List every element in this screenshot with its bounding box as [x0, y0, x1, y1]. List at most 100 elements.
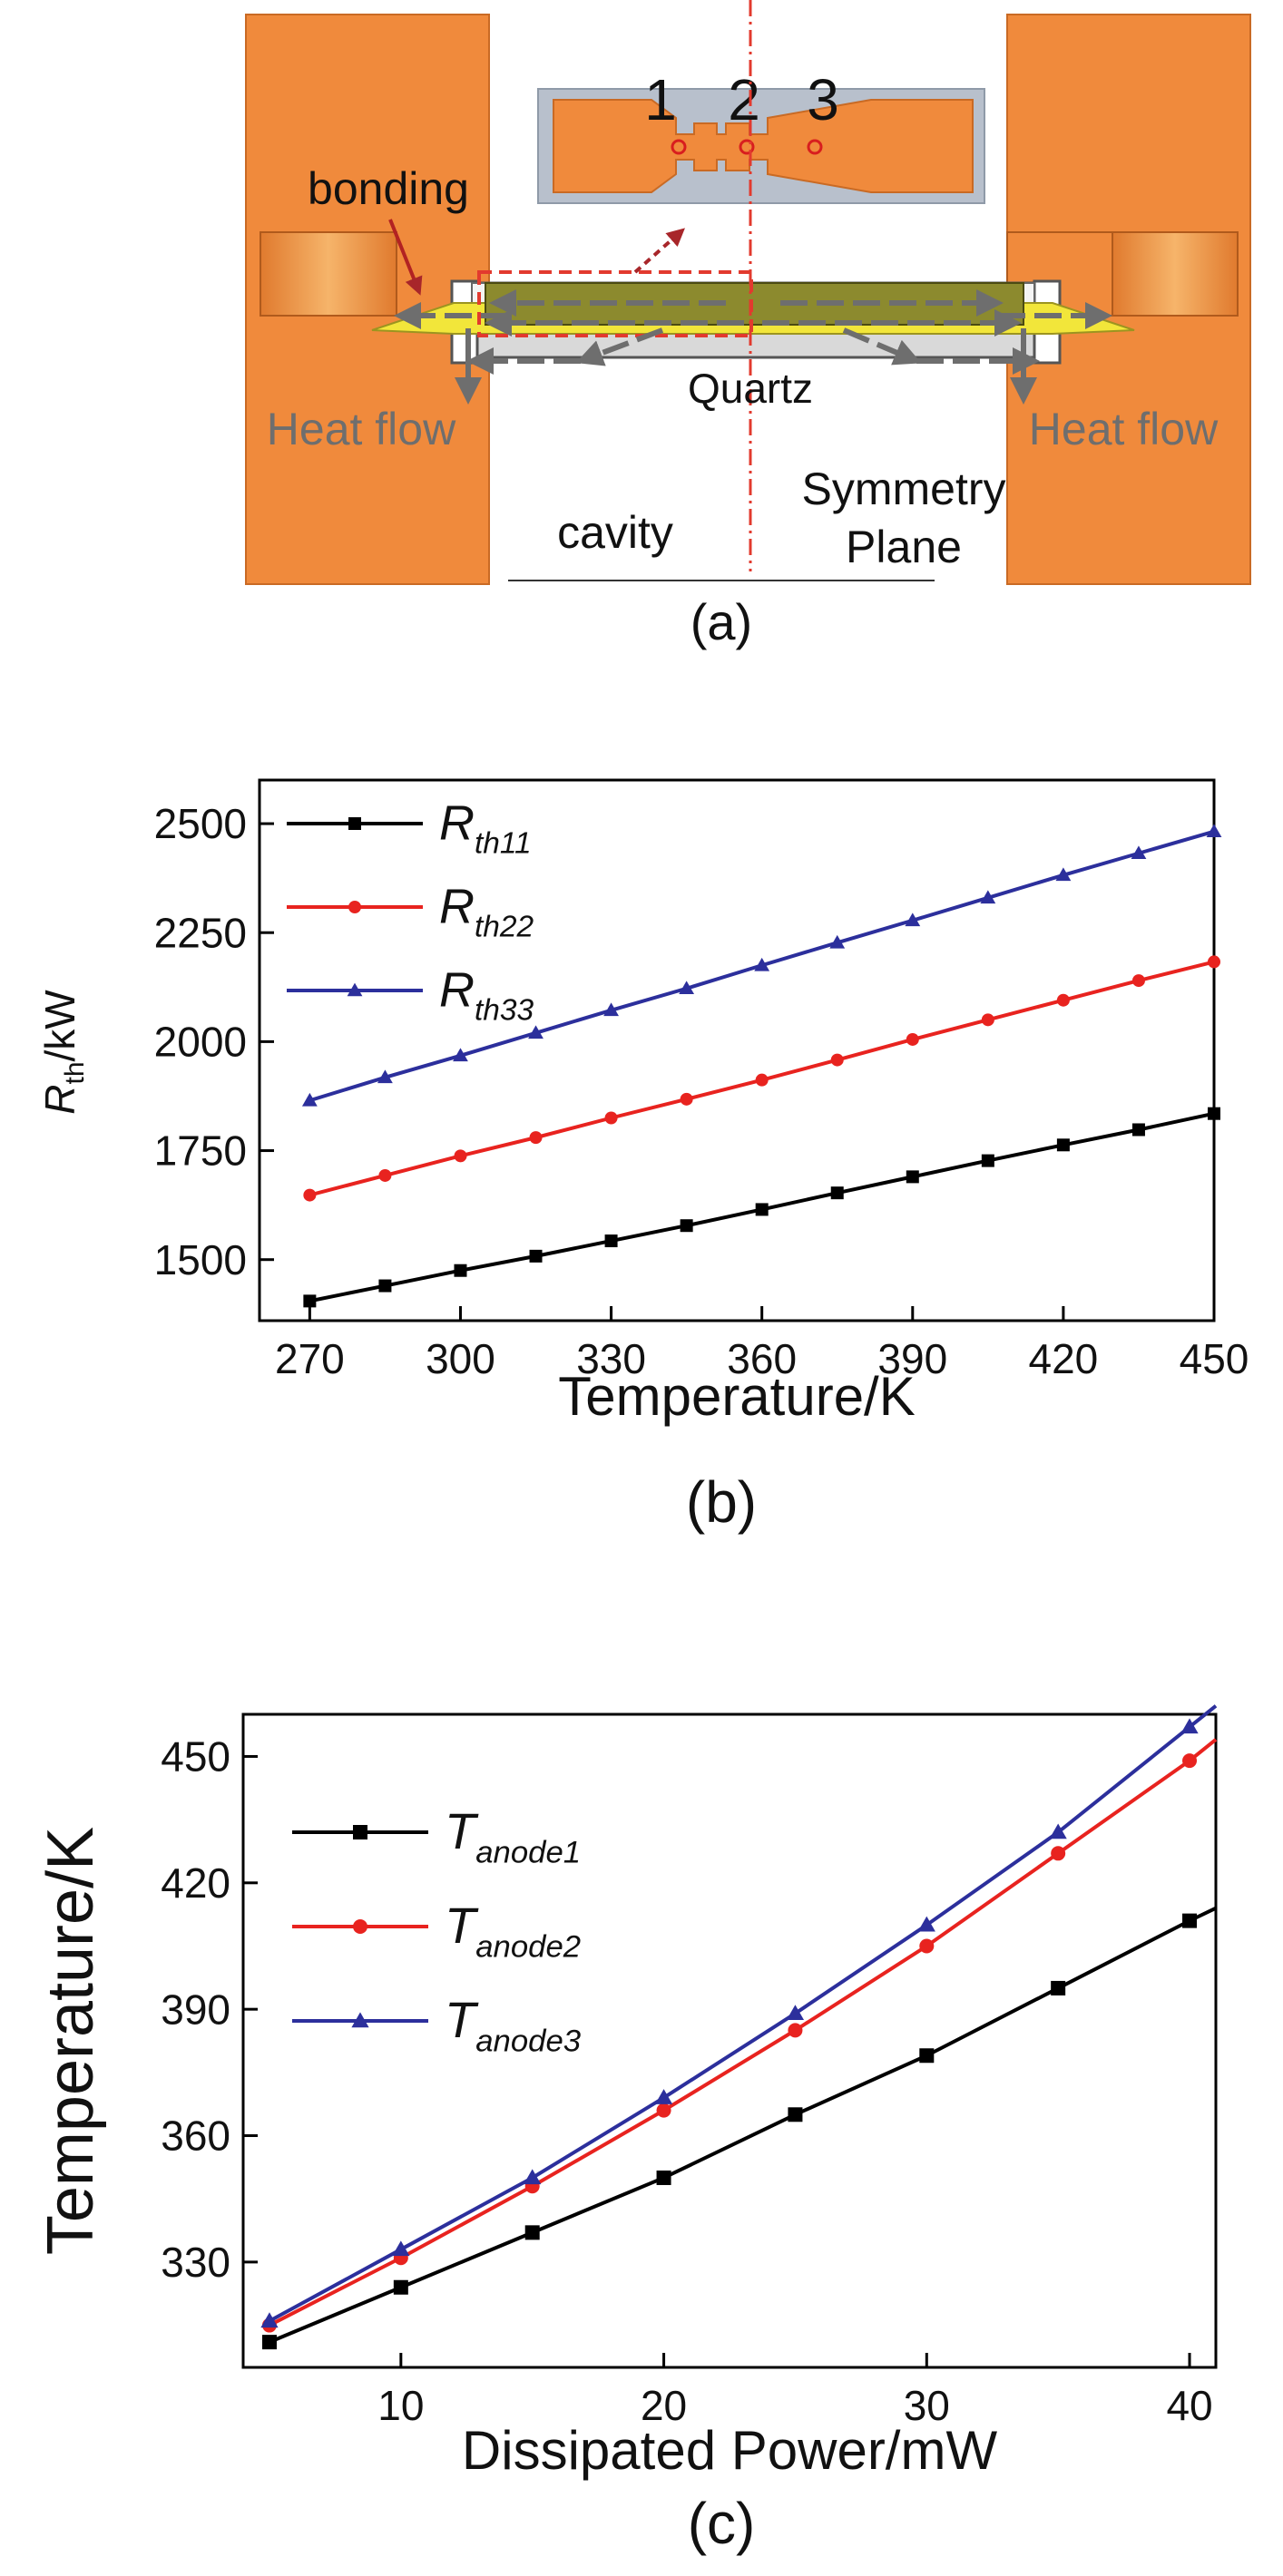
x-tick-label: 30 [904, 2382, 950, 2429]
legend-marker-anode2 [353, 1919, 367, 1934]
legend-label-sub: anode3 [475, 2025, 581, 2059]
x-tick-label: 300 [426, 1335, 495, 1382]
series-anode3 [260, 1704, 1218, 2328]
legend-marker-th11 [348, 817, 361, 830]
y-axis-label-main: R [36, 1085, 83, 1115]
left-waveguide-slot [260, 231, 397, 317]
data-point-anode3 [260, 2312, 279, 2328]
quartz-label: Quartz [688, 365, 813, 412]
data-point-anode2 [788, 2023, 803, 2038]
data-point-anode1 [393, 2279, 408, 2295]
data-point-th11 [604, 1234, 618, 1248]
x-axis-label: Dissipated Power/mW [462, 2420, 998, 2481]
x-tick-label: 10 [377, 2382, 424, 2429]
y-tick-label: 2250 [154, 909, 247, 956]
heat-flow-label-left: Heat flow [267, 404, 456, 454]
data-point-anode2 [1051, 1846, 1066, 1861]
data-point-th11 [378, 1279, 392, 1293]
rth-vs-temperature-chart: 1500 1750 2000 2250 2500 270 300 330 360 390 420 4… [36, 778, 1249, 1535]
legend-marker-anode3 [351, 2012, 369, 2028]
data-point-th22 [1208, 955, 1220, 969]
series-line-anode3 [269, 1704, 1218, 2323]
legend-label-sub: th11 [475, 826, 532, 860]
x-tick-label: 330 [576, 1335, 646, 1382]
data-point-anode2 [1182, 1753, 1198, 1769]
legend-label-main: T [445, 1991, 479, 2048]
legend-label-sub: th33 [475, 993, 534, 1027]
legend-label-main: R [439, 962, 475, 1017]
legend-label-main: T [445, 1802, 479, 1859]
data-point-th11 [1131, 1123, 1145, 1137]
anode-label-3: 3 [807, 67, 839, 132]
y-tick-label: 2500 [154, 800, 247, 847]
data-point-anode3 [1180, 1718, 1199, 1734]
caption-a: (a) [690, 593, 752, 650]
anode-3-ring [807, 139, 823, 155]
legend-label-sub: th22 [475, 910, 534, 943]
data-point-anode1 [1182, 1913, 1198, 1928]
y-tick-label: 390 [161, 1986, 230, 2033]
data-point-anode3 [524, 2169, 542, 2185]
heat-flow-label-right: Heat flow [1029, 404, 1219, 454]
data-point-anode1 [788, 2107, 803, 2122]
zoom-arrow [633, 228, 685, 274]
data-point-th33 [905, 912, 921, 927]
data-point-th11 [981, 1154, 994, 1167]
legend-label-main: R [439, 879, 475, 933]
legend-label-th11: Rth11 [439, 795, 532, 860]
anode-2-ring [739, 139, 755, 155]
data-point-th22 [680, 1092, 693, 1106]
data-point-anode1 [524, 2225, 540, 2240]
bonding-arrow [388, 219, 423, 296]
series-line-anode1 [269, 1906, 1217, 2344]
data-point-anode3 [654, 2089, 673, 2104]
data-point-anode2 [656, 2103, 671, 2118]
plot-frame [258, 778, 1216, 1322]
series-th11 [303, 1107, 1220, 1308]
data-point-anode1 [919, 2048, 935, 2064]
series-anode2 [261, 1738, 1218, 2333]
data-point-anode3 [1049, 1823, 1067, 1839]
data-point-th11 [755, 1203, 769, 1216]
data-point-th11 [454, 1264, 467, 1277]
y-axis-label-rest: /kW [36, 990, 83, 1062]
data-point-th33 [754, 957, 770, 971]
data-point-th33 [829, 934, 846, 949]
data-point-th22 [454, 1149, 467, 1163]
legend-label-anode2: Tanode2 [445, 1897, 581, 1965]
legend-label-main: T [445, 1897, 479, 1954]
caption-c: (c) [688, 2491, 756, 2556]
legend-marker-th33 [347, 982, 363, 997]
data-point-th22 [830, 1053, 844, 1067]
data-point-th11 [1056, 1138, 1070, 1152]
data-point-th33 [377, 1069, 393, 1084]
series-th33 [301, 824, 1222, 1107]
data-point-th11 [906, 1170, 919, 1184]
y-tick-label: 360 [161, 2113, 230, 2160]
x-tick-label: 360 [727, 1335, 797, 1382]
panel-a-schematic: 1 2 3 bonding Quartz Heat flow Heat flow… [0, 0, 1283, 671]
data-point-anode3 [392, 2240, 410, 2257]
x-tick-label: 450 [1180, 1335, 1249, 1382]
data-point-anode1 [656, 2170, 671, 2185]
data-point-th11 [830, 1186, 844, 1200]
data-point-th11 [1208, 1107, 1220, 1120]
data-point-th33 [603, 1002, 619, 1017]
series-line-anode2 [269, 1738, 1218, 2327]
legend-label-sub: anode2 [475, 1930, 581, 1965]
y-tick-label: 1500 [154, 1236, 247, 1283]
data-point-th33 [301, 1092, 318, 1107]
legend-label-th22: Rth22 [439, 879, 534, 943]
heat-flow-arrows [394, 289, 1112, 375]
anode-1-ring [671, 139, 687, 155]
legend-label-sub: anode1 [475, 1836, 581, 1870]
y-axis-label-sub: th [60, 1061, 90, 1084]
schematic-svg: 1 2 3 bonding Quartz Heat flow Heat flow… [245, 0, 1251, 650]
cavity-label: cavity [557, 507, 673, 558]
data-point-th33 [1055, 867, 1072, 882]
data-point-anode2 [919, 1938, 935, 1954]
caption-b: (b) [686, 1469, 757, 1535]
data-point-th33 [1206, 824, 1222, 838]
y-axis-label: Rth/kW [36, 990, 90, 1115]
